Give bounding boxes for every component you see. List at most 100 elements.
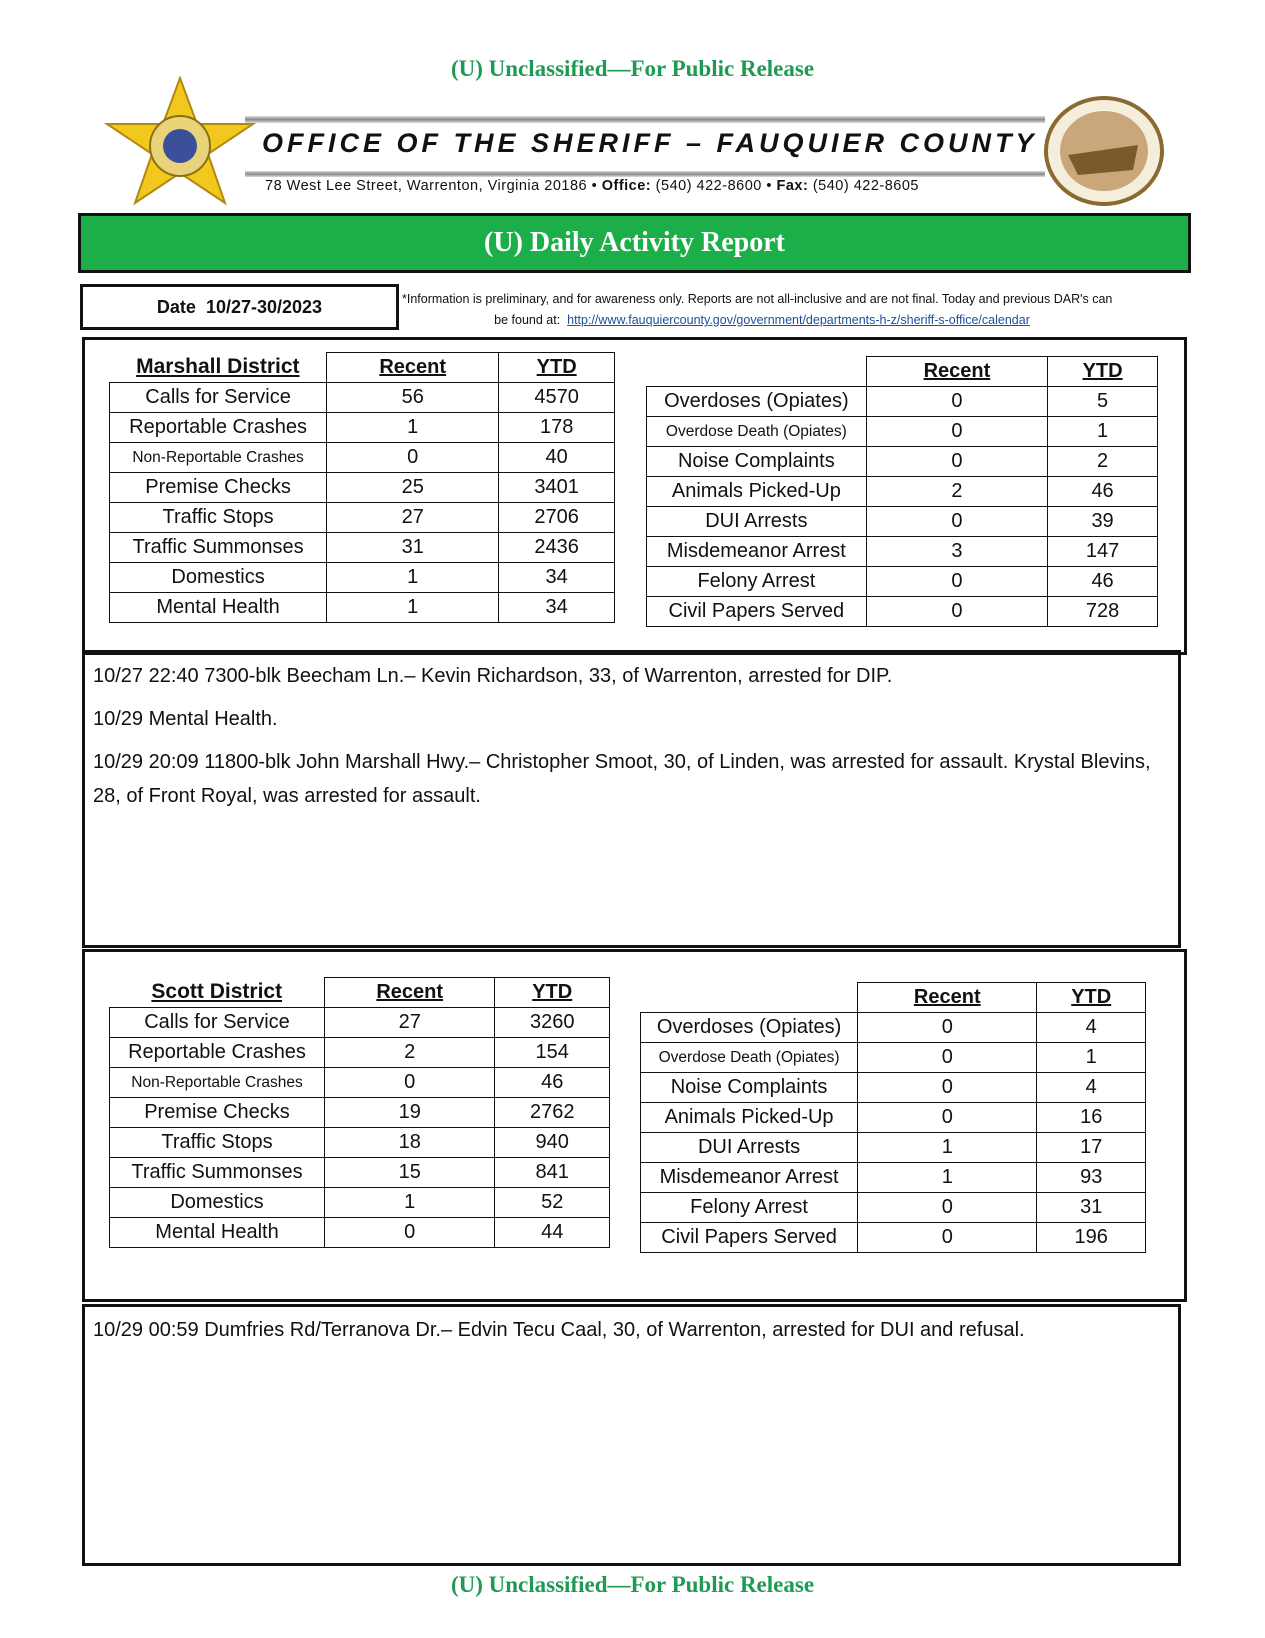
row-label: Calls for Service — [109, 1007, 325, 1038]
recent-value: 0 — [865, 446, 1049, 477]
recent-value: 0 — [865, 506, 1049, 537]
ytd-value: 17 — [1036, 1132, 1146, 1163]
scott-left-table: Scott District Recent YTD Calls for Service… — [109, 977, 610, 1248]
marshall-left-table: Marshall District Recent YTD Calls for Serv… — [108, 352, 615, 623]
marshall-narrative: 10/27 22:40 7300-blk Beecham Ln.– Kevin … — [82, 650, 1181, 948]
table-row: Non-Reportable Crashes 0 40 — [108, 442, 615, 473]
classification-top: (U) Unclassified—For Public Release — [450, 56, 815, 81]
table-row: Premise Checks 25 3401 — [108, 472, 615, 503]
header-row: Marshall District Recent YTD — [110, 352, 615, 383]
table-row: Civil Papers Served 0 196 — [639, 1222, 1146, 1253]
row-label: Civil Papers Served — [646, 596, 867, 627]
office-label: Office: — [601, 178, 652, 194]
ytd-value: 2706 — [498, 502, 615, 533]
row-label: Premise Checks — [108, 472, 328, 503]
narrative-entry: 10/29 00:59 Dumfries Rd/Terranova Dr.– E… — [93, 1319, 1025, 1341]
row-label: Overdoses (Opiates) — [639, 1012, 859, 1043]
recent-value: 56 — [326, 382, 500, 413]
accreditation-seal-icon — [1044, 96, 1164, 206]
row-label: Traffic Stops — [109, 1127, 325, 1158]
ytd-value: 16 — [1036, 1102, 1146, 1133]
table-row: Civil Papers Served 0 728 — [646, 596, 1158, 627]
recent-value: 2 — [323, 1037, 496, 1068]
table-row: Noise Complaints 0 4 — [639, 1072, 1146, 1103]
recent-value: 0 — [865, 416, 1049, 447]
ytd-header: YTD — [498, 352, 615, 383]
row-label: Traffic Summonses — [108, 532, 328, 563]
narrative-entry: 10/27 22:40 7300-blk Beecham Ln.– Kevin … — [93, 665, 893, 687]
recent-value: 3 — [865, 536, 1049, 567]
row-label: DUI Arrests — [639, 1132, 859, 1163]
ytd-value: 147 — [1047, 536, 1158, 567]
district-name: Marshall District — [136, 355, 300, 379]
row-label: Traffic Stops — [108, 502, 328, 533]
recent-value: 1 — [857, 1132, 1038, 1163]
row-label: Non-Reportable Crashes — [108, 442, 328, 473]
table-row: Misdemeanor Arrest 3 147 — [646, 536, 1158, 567]
header-title: OFFICE OF THE SHERIFF – FAUQUIER COUNTY — [262, 128, 1038, 158]
row-label: Misdemeanor Arrest — [639, 1162, 859, 1193]
table-row: Overdose Death (Opiates) 0 1 — [646, 416, 1158, 447]
recent-value: 0 — [857, 1012, 1038, 1043]
ytd-value: 34 — [498, 592, 615, 623]
recent-value: 0 — [865, 596, 1049, 627]
address: 78 West Lee Street, Warrenton, Virginia … — [265, 178, 588, 194]
ytd-header: YTD — [1036, 982, 1146, 1013]
header-row: Recent YTD — [641, 982, 1146, 1013]
link-prefix: be found at: — [494, 313, 561, 327]
ytd-value: 52 — [494, 1187, 610, 1218]
row-label: Overdose Death (Opiates) — [646, 416, 867, 447]
row-label: Overdoses (Opiates) — [646, 386, 867, 417]
office-phone: (540) 422-8600 — [655, 178, 762, 194]
recent-value: 0 — [857, 1102, 1038, 1133]
table-row: Overdoses (Opiates) 0 4 — [639, 1012, 1146, 1043]
ytd-value: 93 — [1036, 1162, 1146, 1193]
recent-value: 0 — [857, 1042, 1038, 1073]
recent-header: Recent — [865, 356, 1049, 387]
row-label: Noise Complaints — [639, 1072, 859, 1103]
row-label: Reportable Crashes — [109, 1037, 325, 1068]
ytd-value: 40 — [498, 442, 615, 473]
ytd-value: 2436 — [498, 532, 615, 563]
classification-bottom: (U) Unclassified—For Public Release — [450, 1572, 815, 1597]
recent-value: 0 — [323, 1217, 496, 1248]
district-name: Scott District — [151, 980, 283, 1004]
ytd-value: 178 — [498, 412, 615, 443]
table-row: Overdoses (Opiates) 0 5 — [646, 386, 1158, 417]
table-row: Premise Checks 19 2762 — [109, 1097, 610, 1128]
table-row: Calls for Service 27 3260 — [109, 1007, 610, 1038]
ytd-value: 4 — [1036, 1072, 1146, 1103]
row-label: Domestics — [109, 1187, 325, 1218]
ytd-value: 2 — [1047, 446, 1158, 477]
recent-value: 0 — [865, 386, 1049, 417]
marshall-stats-section — [82, 337, 1187, 655]
header-address-line: 78 West Lee Street, Warrenton, Virginia … — [265, 178, 920, 194]
header-band — [245, 113, 1045, 203]
recent-value: 25 — [326, 472, 500, 503]
ytd-value: 1 — [1036, 1042, 1146, 1073]
table-row: Animals Picked-Up 2 46 — [646, 476, 1158, 507]
table-row: Mental Health 0 44 — [109, 1217, 610, 1248]
recent-value: 31 — [326, 532, 500, 563]
row-label: Premise Checks — [109, 1097, 325, 1128]
row-label: Mental Health — [109, 1217, 325, 1248]
table-row: Mental Health 1 34 — [108, 592, 615, 623]
row-label: Reportable Crashes — [108, 412, 328, 443]
ytd-value: 34 — [498, 562, 615, 593]
ytd-value: 4 — [1036, 1012, 1146, 1043]
table-row: DUI Arrests 0 39 — [646, 506, 1158, 537]
row-label: Felony Arrest — [646, 566, 867, 597]
ytd-value: 728 — [1047, 596, 1158, 627]
recent-header: Recent — [323, 977, 496, 1008]
scott-narrative: 10/29 00:59 Dumfries Rd/Terranova Dr.– E… — [82, 1304, 1181, 1566]
table-row: Non-Reportable Crashes 0 46 — [109, 1067, 610, 1098]
recent-value: 1 — [326, 592, 500, 623]
row-label: Civil Papers Served — [639, 1222, 859, 1253]
disclaimer-note: *Information is preliminary, and for awa… — [402, 289, 1182, 331]
calendar-link[interactable]: http://www.fauquiercounty.gov/government… — [567, 313, 1030, 327]
recent-value: 0 — [857, 1072, 1038, 1103]
scott-stats-section — [82, 949, 1187, 1302]
recent-header: Recent — [326, 352, 500, 383]
recent-value: 19 — [323, 1097, 496, 1128]
table-row: Traffic Summonses 15 841 — [109, 1157, 610, 1188]
